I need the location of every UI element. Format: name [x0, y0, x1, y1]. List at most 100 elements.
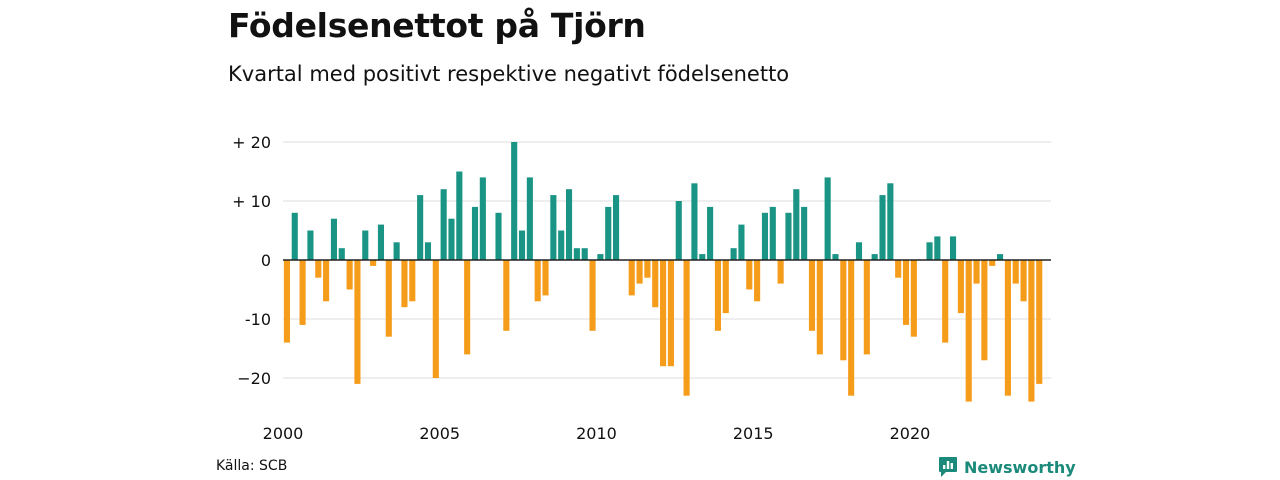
bar-2018-Q3 [863, 260, 870, 355]
x-tick-label: 2005 [419, 424, 460, 443]
bar-2021-Q3 [957, 260, 964, 314]
bar-2019-Q1 [879, 195, 886, 260]
bar-2000-Q3 [299, 260, 306, 325]
bar-2012-Q3 [675, 201, 682, 260]
bar-2016-Q2 [793, 189, 800, 260]
bar-2017-Q4 [840, 260, 847, 361]
x-tick-label: 2020 [890, 424, 931, 443]
bar-2007-Q1 [503, 260, 510, 331]
bar-2001-Q1 [315, 260, 322, 278]
bar-2013-Q3 [707, 206, 714, 260]
bar-2002-Q1 [346, 260, 353, 290]
bar-2012-Q1 [660, 260, 667, 367]
bar-2011-Q4 [652, 260, 659, 308]
bar-2021-Q2 [949, 236, 957, 260]
grid-lines [283, 141, 1051, 379]
bar-2016-Q4 [808, 260, 816, 331]
bar-2003-Q3 [393, 242, 400, 260]
bar-2024-Q1 [1036, 260, 1043, 384]
bar-2018-Q1 [848, 260, 855, 396]
chart-title: Födelsenettot på Tjörn [228, 6, 646, 45]
bar-2004-Q4 [432, 260, 439, 378]
y-axis-ticks: + 20 + 10 0 -10 −20 [232, 133, 271, 388]
y-tick-label: 0 [261, 251, 271, 270]
bar-2007-Q3 [518, 230, 526, 260]
bar-2001-Q3 [330, 218, 337, 260]
newsworthy-logo-icon [939, 457, 957, 477]
bar-2015-Q4 [777, 260, 784, 284]
bar-2023-Q2 [1012, 260, 1019, 284]
bar-2015-Q1 [754, 260, 761, 302]
bar-2017-Q1 [816, 260, 823, 355]
bar-2001-Q2 [323, 260, 330, 302]
bar-2005-Q1 [440, 189, 447, 260]
bar-2000-Q1 [283, 260, 290, 343]
bar-2004-Q1 [409, 260, 416, 302]
bar-2005-Q2 [448, 218, 455, 260]
brand-name: Newsworthy [964, 457, 1076, 477]
x-tick-label: 2010 [576, 424, 617, 443]
bar-2006-Q2 [479, 177, 486, 260]
bar-2021-Q1 [942, 260, 949, 343]
bar-2008-Q2 [542, 260, 549, 296]
bar-2009-Q2 [573, 248, 580, 260]
bar-2004-Q3 [424, 242, 432, 260]
bar-2003-Q4 [401, 260, 408, 308]
bar-2006-Q1 [471, 206, 479, 260]
bar-2016-Q1 [785, 212, 792, 260]
bar-2010-Q1 [597, 254, 604, 260]
bar-2023-Q3 [1020, 260, 1027, 302]
bar-2019-Q2 [887, 183, 894, 260]
bar-2021-Q4 [965, 260, 972, 402]
bar-2007-Q2 [511, 142, 518, 260]
bar-2003-Q2 [385, 260, 392, 337]
bar-2019-Q3 [895, 260, 902, 278]
bar-2007-Q4 [526, 177, 533, 260]
bar-2008-Q1 [534, 260, 541, 302]
bar-2022-Q1 [973, 260, 980, 284]
bar-2005-Q4 [464, 260, 471, 355]
bar-2000-Q2 [291, 212, 298, 260]
bar-2020-Q3 [926, 242, 933, 260]
bars [283, 142, 1051, 402]
y-tick-label: -10 [245, 310, 271, 329]
bar-2002-Q3 [362, 230, 369, 260]
bar-2002-Q2 [354, 260, 361, 384]
y-tick-label: + 10 [232, 192, 271, 211]
bar-2009-Q4 [589, 260, 596, 331]
bar-2012-Q2 [667, 260, 674, 367]
bar-2018-Q4 [871, 254, 878, 260]
x-tick-label: 2000 [263, 424, 304, 443]
bar-2022-Q4 [997, 254, 1004, 260]
bar-2012-Q4 [683, 260, 690, 396]
bar-2010-Q3 [613, 195, 620, 260]
bar-2008-Q4 [558, 230, 565, 260]
bar-2004-Q2 [417, 195, 424, 260]
bar-2015-Q3 [769, 206, 776, 260]
bar-2010-Q2 [605, 206, 612, 260]
source-note: Källa: SCB [216, 458, 288, 474]
y-tick-label: + 20 [232, 133, 271, 152]
bar-2020-Q4 [934, 236, 941, 260]
y-tick-label: −20 [237, 369, 271, 388]
bar-2011-Q3 [644, 260, 651, 278]
brand-logo[interactable]: Newsworthy [938, 456, 1076, 478]
bar-2009-Q3 [581, 248, 588, 260]
bar-2003-Q1 [377, 224, 385, 260]
bar-2015-Q2 [761, 212, 769, 260]
bar-2014-Q1 [722, 260, 729, 314]
bar-2011-Q1 [628, 260, 635, 296]
bar-2023-Q4 [1028, 260, 1035, 402]
bar-2018-Q2 [855, 242, 863, 260]
bar-2008-Q3 [550, 195, 557, 260]
chart-subtitle: Kvartal med positivt respektive negativt… [228, 62, 790, 86]
bar-2006-Q4 [495, 212, 502, 260]
bar-2005-Q3 [456, 171, 463, 260]
bar-2014-Q4 [746, 260, 753, 290]
bar-2009-Q1 [565, 189, 573, 260]
bar-2016-Q3 [801, 206, 808, 260]
bar-2023-Q1 [1004, 260, 1011, 396]
bar-2000-Q4 [307, 230, 314, 260]
bar-2013-Q1 [691, 183, 698, 260]
